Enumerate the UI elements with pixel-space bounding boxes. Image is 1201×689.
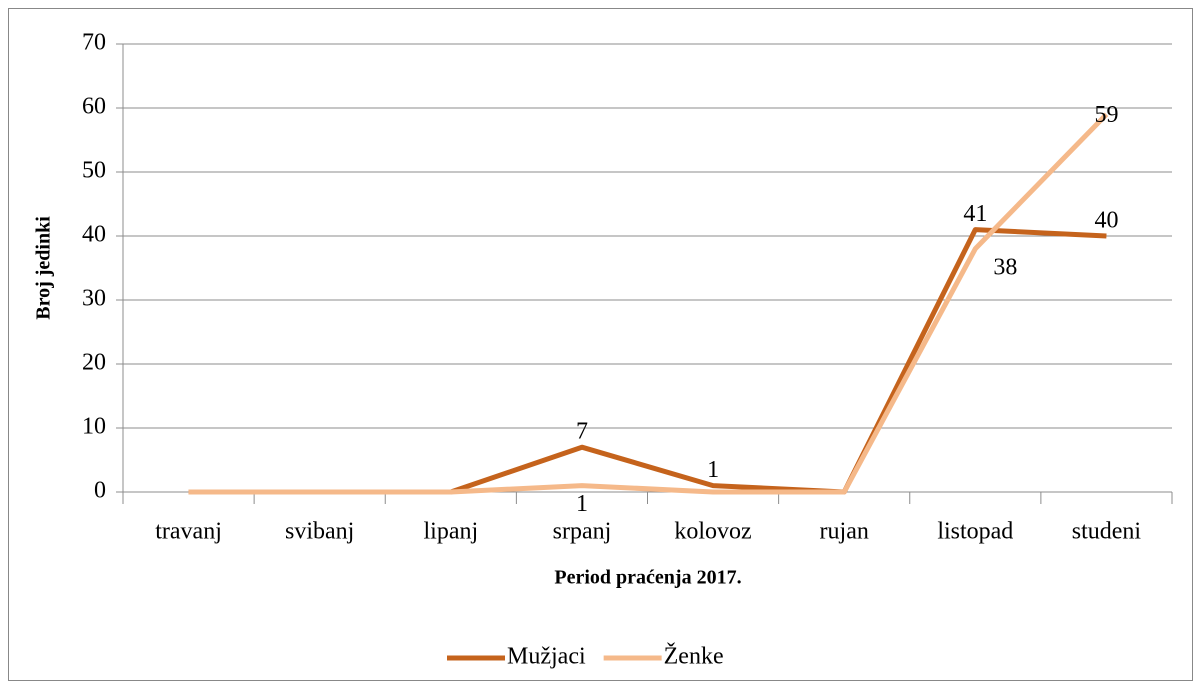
data-label: 7	[576, 419, 588, 445]
y-tick-label: 0	[94, 478, 106, 504]
chart-border	[8, 8, 1193, 681]
x-tick-label: svibanj	[285, 519, 354, 545]
y-tick-label: 20	[82, 350, 106, 376]
data-label: 59	[1094, 102, 1118, 128]
data-label: 1	[707, 457, 719, 483]
y-axis-title: Broj jedinki	[33, 216, 55, 320]
y-tick-label: 70	[82, 30, 106, 56]
x-tick-label: rujan	[820, 519, 869, 545]
x-tick-label: listopad	[937, 519, 1013, 545]
y-tick-label: 10	[82, 414, 106, 440]
data-label: 38	[993, 254, 1017, 280]
data-label: 1	[576, 491, 588, 517]
x-tick-label: travanj	[155, 519, 222, 545]
x-axis-title: Period praćenja 2017.	[554, 567, 741, 589]
legend-label: Mužjaci	[507, 644, 586, 670]
legend-label: Ženke	[664, 644, 724, 670]
data-label: 40	[1094, 208, 1118, 234]
y-tick-label: 30	[82, 286, 106, 312]
series-line	[188, 112, 1109, 495]
x-tick-label: studeni	[1072, 519, 1142, 545]
x-tick-label: kolovoz	[674, 519, 751, 545]
y-tick-label: 40	[82, 222, 106, 248]
data-label: 41	[963, 201, 987, 227]
y-tick-label: 60	[82, 94, 106, 120]
x-tick-label: lipanj	[423, 519, 478, 545]
x-tick-label: srpanj	[553, 519, 612, 545]
y-tick-label: 50	[82, 158, 106, 184]
